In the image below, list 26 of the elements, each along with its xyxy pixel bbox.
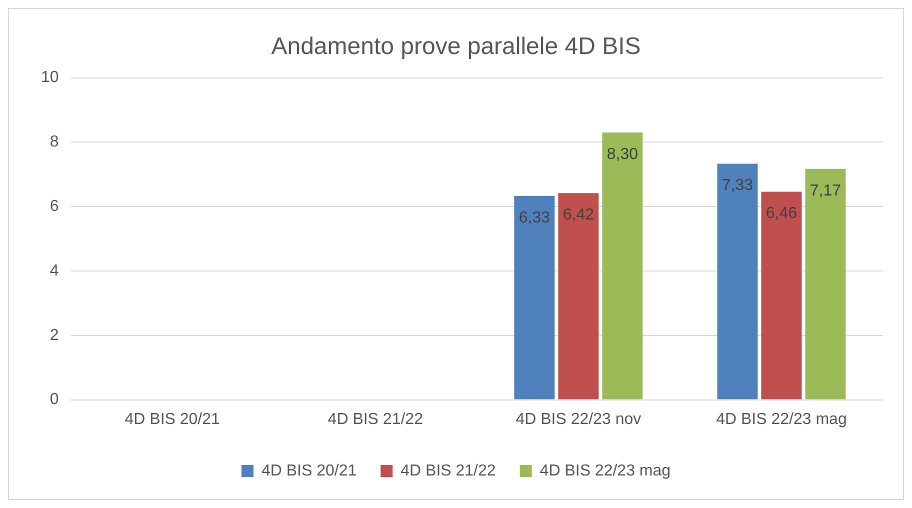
bar (761, 192, 802, 400)
y-tick-label: 8 (50, 134, 59, 151)
bar (717, 164, 758, 400)
data-label: 7,17 (810, 182, 842, 200)
legend-label: 4D BIS 21/22 (400, 462, 496, 480)
y-tick-label: 6 (50, 198, 59, 216)
bar (602, 132, 643, 400)
data-label: 6,46 (766, 205, 798, 222)
bar (805, 168, 846, 400)
y-tick-label: 4 (50, 262, 59, 280)
x-tick-label: 4D BIS 22/23 mag (716, 410, 847, 428)
bar (558, 193, 599, 400)
legend-label: 4D BIS 20/21 (261, 462, 357, 480)
y-tick-label: 10 (41, 69, 59, 86)
x-tick-label: 4D BIS 20/21 (124, 410, 220, 428)
legend-label: 4D BIS 22/23 mag (540, 462, 671, 480)
y-tick-label: 2 (50, 326, 59, 344)
y-tick-label: 0 (50, 391, 59, 408)
data-label: 6,42 (562, 206, 594, 224)
bar (514, 196, 555, 400)
x-tick-label: 4D BIS 21/22 (328, 410, 424, 428)
data-label: 8,30 (606, 146, 638, 163)
data-label: 6,33 (518, 209, 550, 226)
data-label: 7,33 (722, 177, 754, 194)
chart-title: Andamento prove parallele 4D BIS (271, 33, 641, 60)
x-tick-label: 4D BIS 22/23 nov (516, 410, 642, 428)
